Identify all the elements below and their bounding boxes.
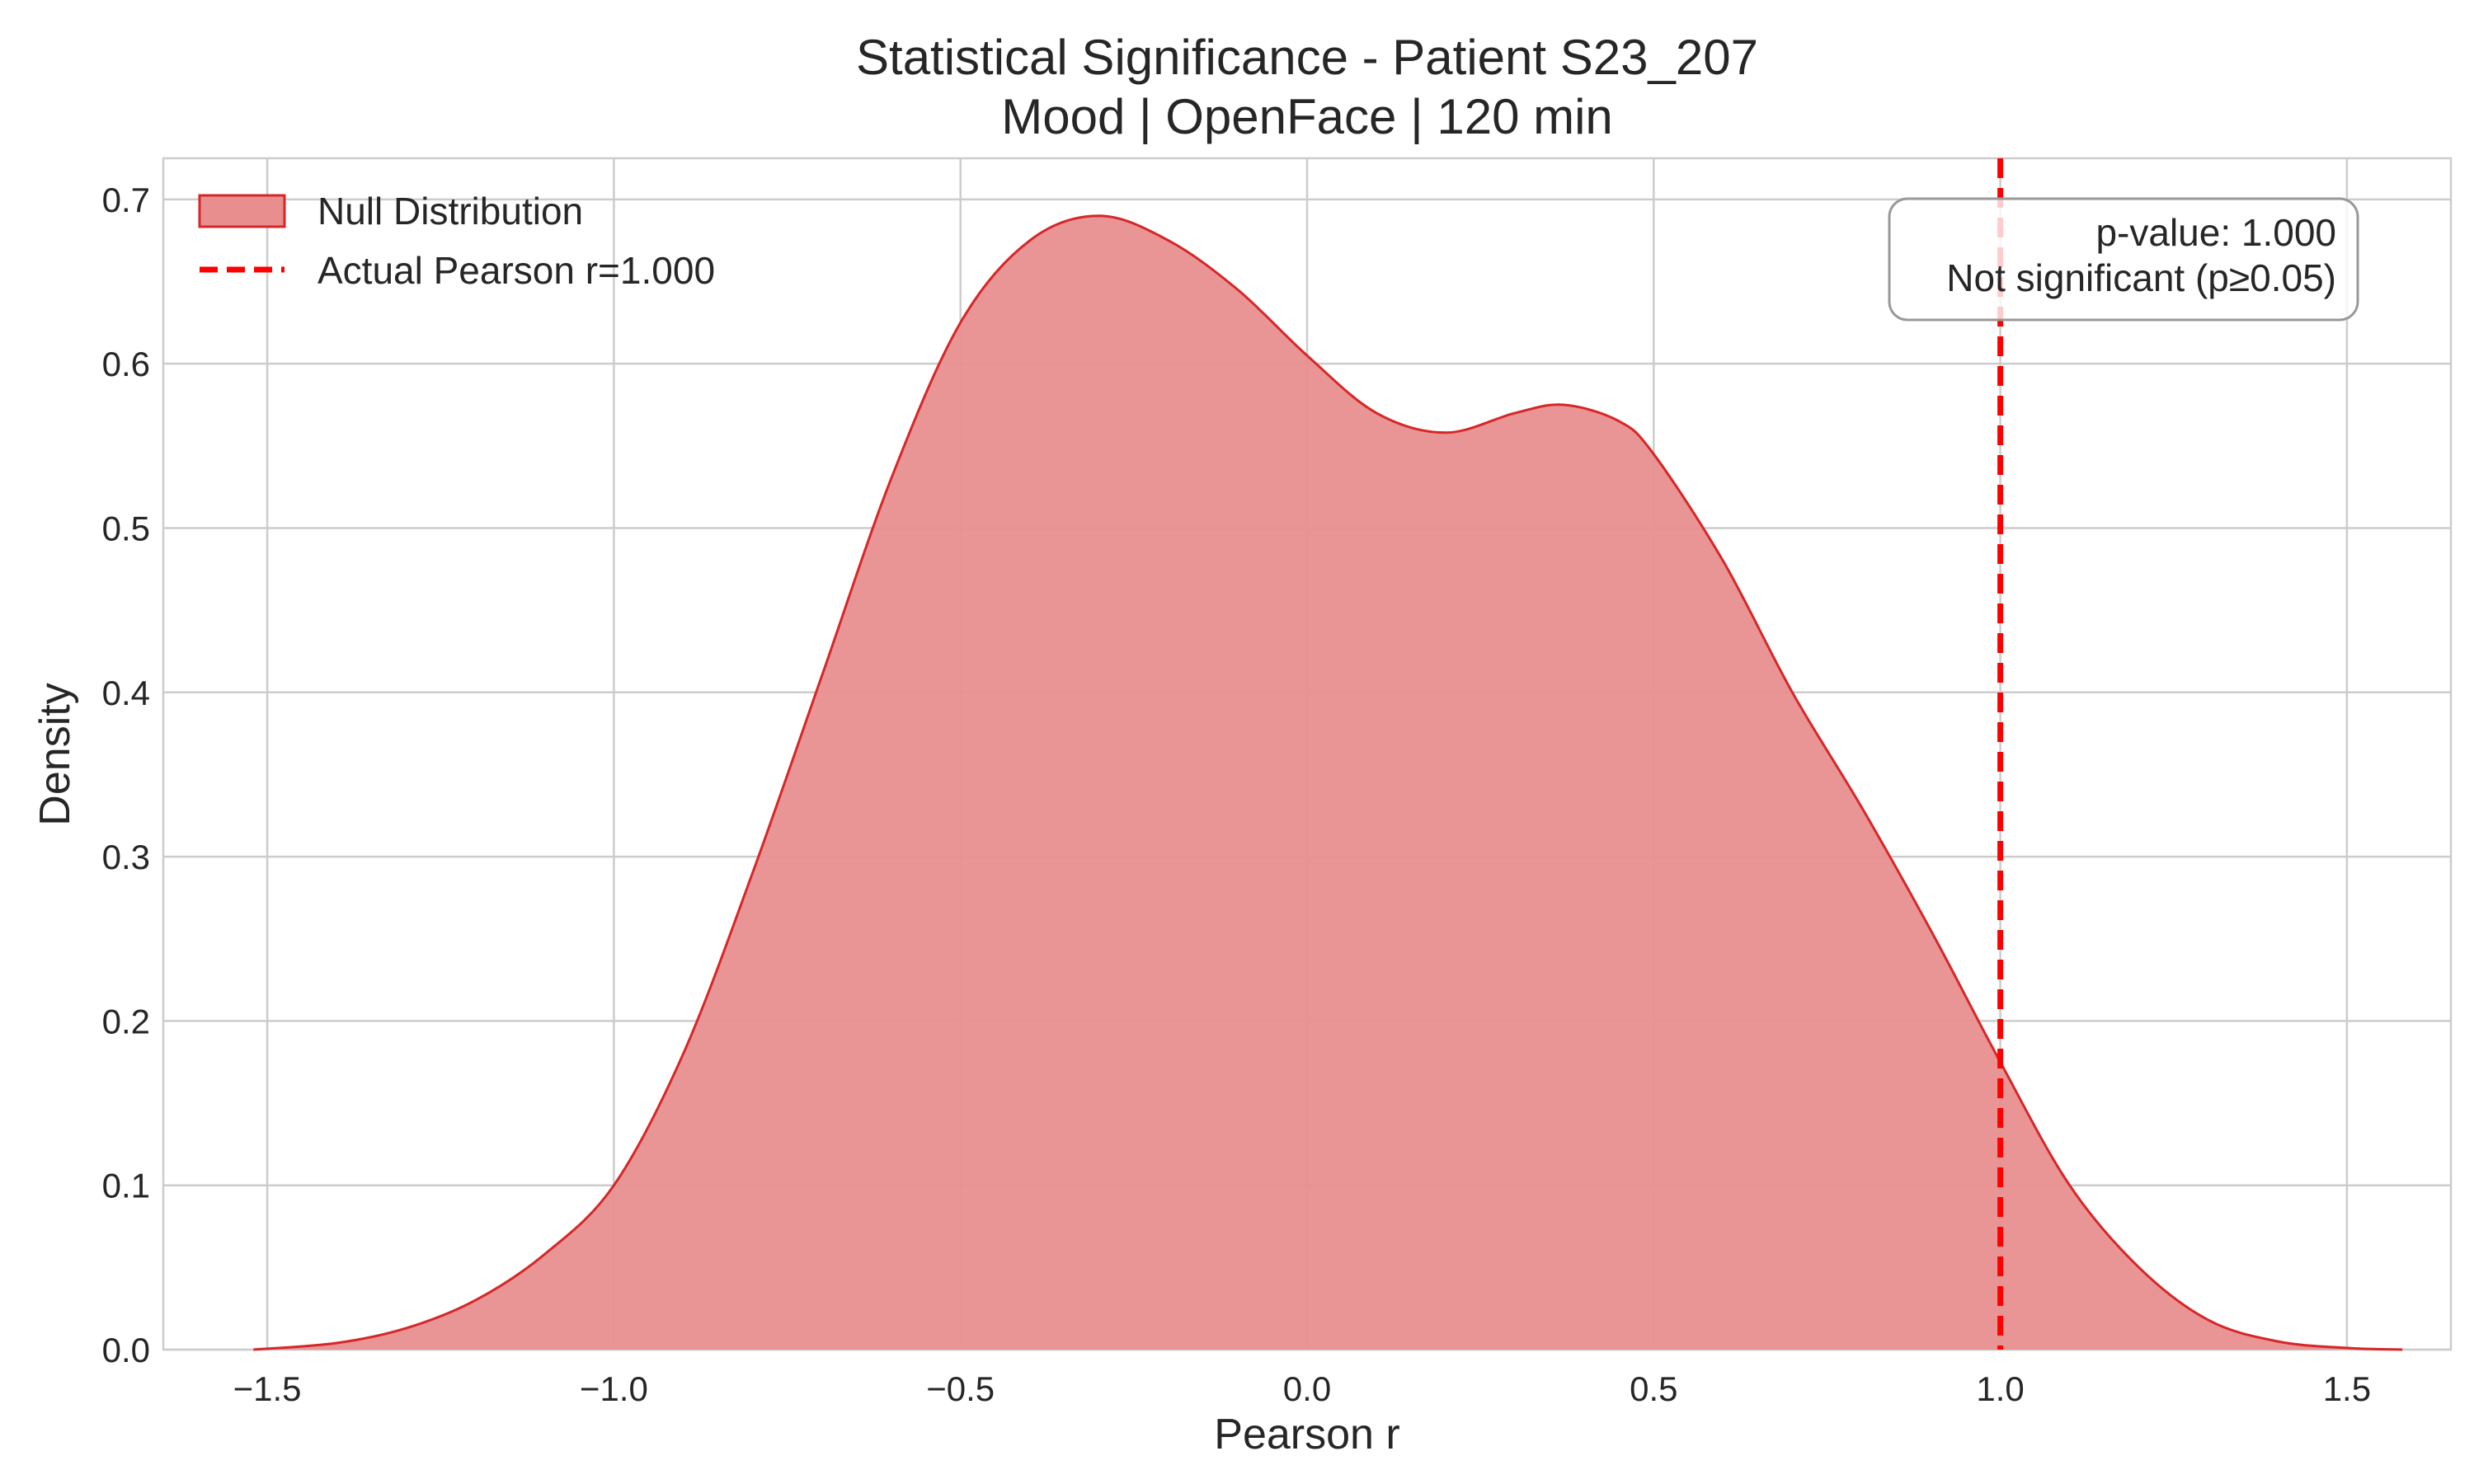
p-value-annotation: p-value: 1.000 Not significant (p≥0.05) [1888, 197, 2359, 322]
annotation-p-value: p-value: 1.000 [2095, 211, 2336, 254]
annotation-box [1888, 197, 2359, 322]
y-axis-label: Density [31, 683, 79, 825]
y-tick-label: 0.2 [102, 1002, 150, 1040]
x-ticks: −1.5 −1.0 −0.5 0.0 0.5 1.0 1.5 [233, 1369, 2371, 1408]
y-tick-label: 0.3 [102, 838, 150, 876]
y-tick-label: 0.6 [102, 345, 150, 383]
density-layer [253, 214, 2403, 1351]
y-tick-label: 0.0 [102, 1331, 150, 1369]
x-tick-label: −1.0 [580, 1369, 648, 1408]
chart-title-line1: Statistical Significance - Patient S23_2… [856, 30, 1758, 85]
y-ticks: 0.0 0.1 0.2 0.3 0.4 0.5 0.6 0.7 [102, 181, 150, 1369]
y-tick-label: 0.5 [102, 509, 150, 547]
annotation-significance: Not significant (p≥0.05) [1946, 256, 2336, 299]
chart-title-line2: Mood | OpenFace | 120 min [1001, 89, 1613, 144]
y-tick-label: 0.7 [102, 181, 150, 219]
x-tick-label: 1.0 [1976, 1369, 2024, 1408]
x-tick-label: −1.5 [233, 1369, 302, 1408]
null-distribution-area [253, 215, 2403, 1350]
x-axis-label: Pearson r [1214, 1411, 1399, 1458]
legend: Null Distribution Actual Pearson r=1.000 [198, 190, 715, 292]
x-tick-label: −0.5 [926, 1369, 995, 1408]
legend-label-null-distribution: Null Distribution [317, 190, 583, 232]
null-distribution-line [253, 214, 2403, 1351]
y-tick-label: 0.1 [102, 1167, 150, 1205]
x-tick-label: 1.5 [2323, 1369, 2371, 1408]
legend-label-actual-pearson: Actual Pearson r=1.000 [317, 249, 715, 292]
x-tick-label: 0.0 [1283, 1369, 1331, 1408]
legend-swatch-null-distribution [198, 194, 286, 228]
x-tick-label: 0.5 [1630, 1369, 1677, 1408]
y-tick-label: 0.4 [102, 674, 150, 712]
